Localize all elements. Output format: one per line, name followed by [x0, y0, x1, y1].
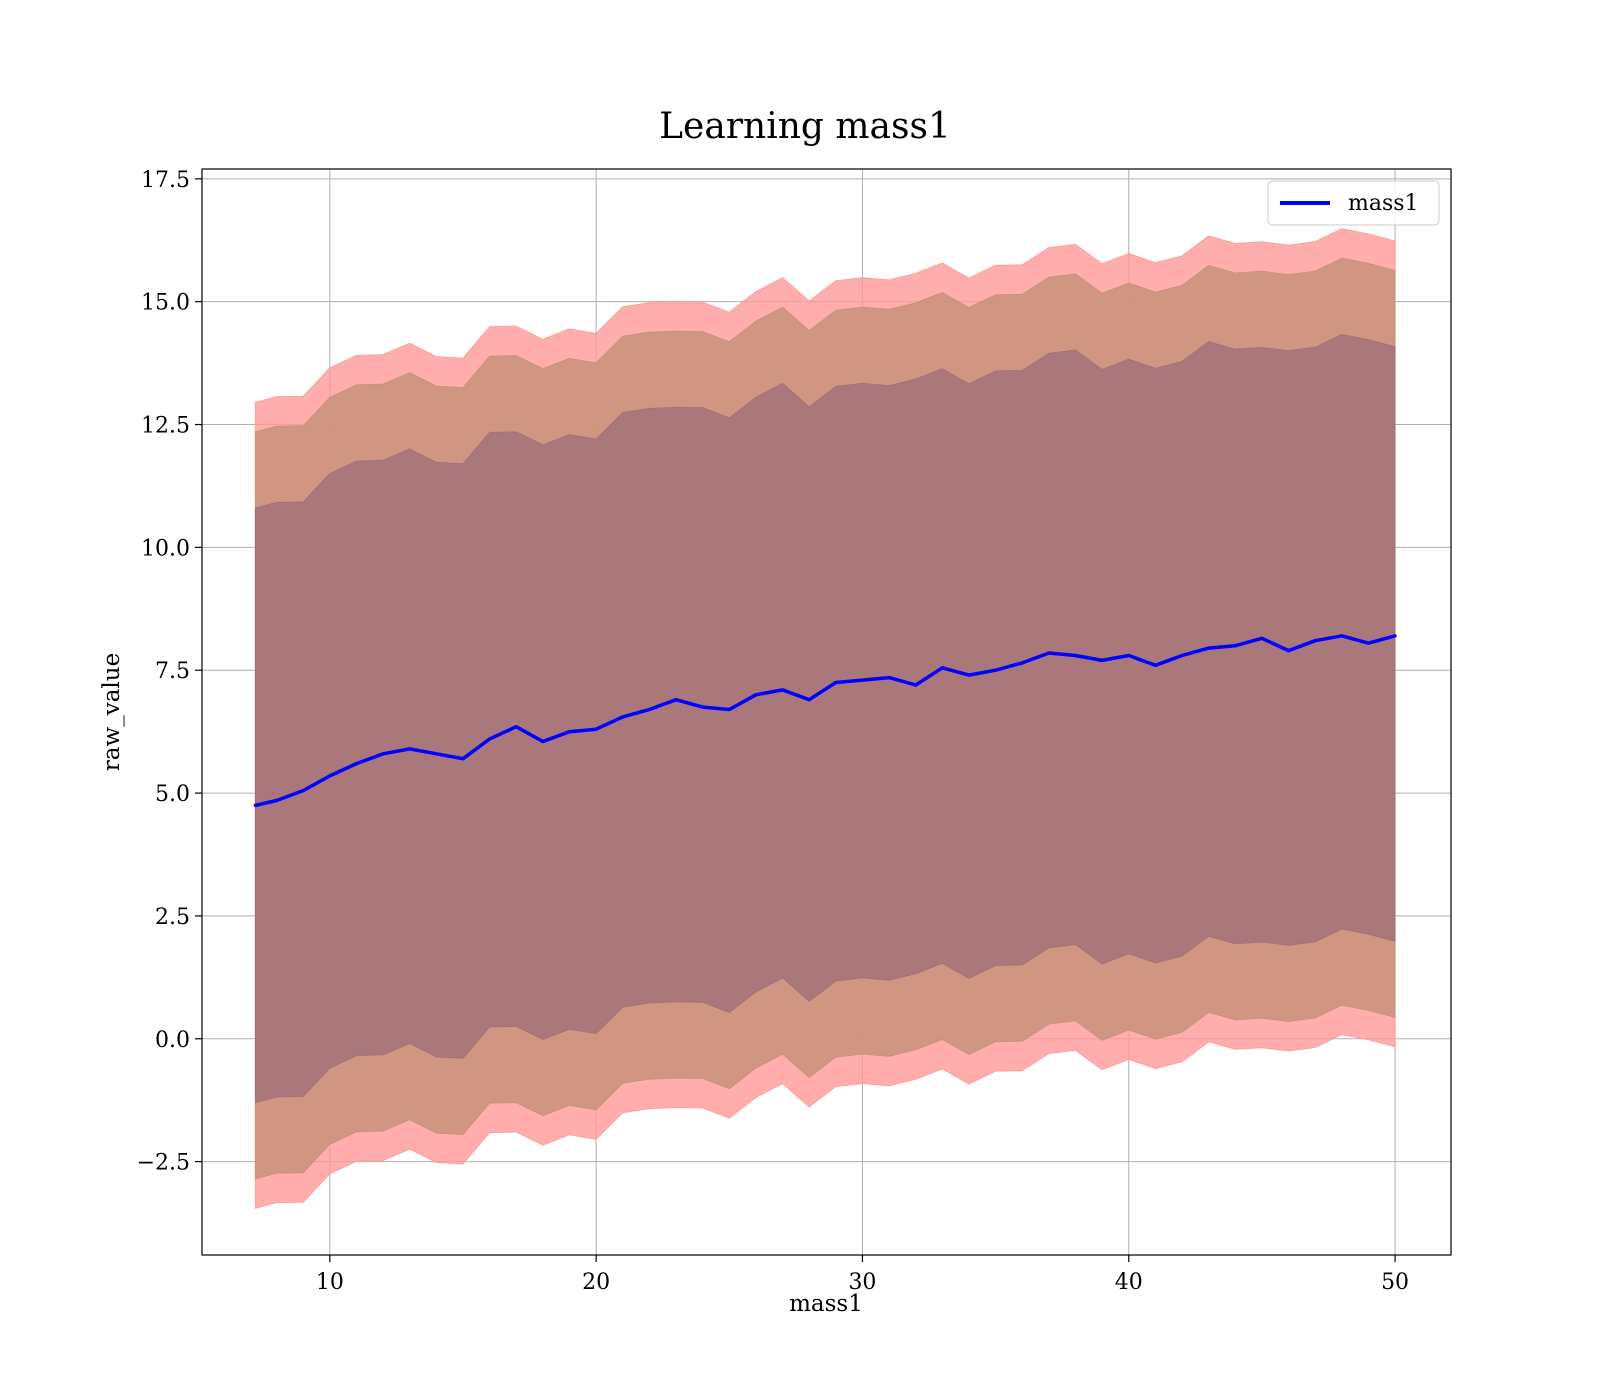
data-point — [434, 752, 438, 756]
data-point — [354, 761, 359, 766]
data-point — [1153, 663, 1157, 667]
data-point — [1286, 648, 1291, 653]
data-point — [1047, 651, 1051, 655]
data-point — [860, 678, 865, 682]
data-point — [994, 668, 998, 672]
data-point — [1366, 641, 1371, 645]
data-point — [1020, 661, 1024, 665]
x-tick-label: 20 — [582, 1270, 610, 1295]
data-point — [1340, 634, 1344, 638]
band-inner — [254, 333, 1396, 1104]
data-point — [727, 707, 731, 712]
x-tick-label: 40 — [1115, 1270, 1143, 1295]
data-point — [567, 730, 572, 734]
data-point — [834, 680, 838, 685]
data-point — [1100, 658, 1104, 663]
y-tick-label: 12.5 — [141, 414, 190, 439]
y-axis-ticks: −2.5 0.0 2.5 5.0 7.5 10.0 12.5 15.0 17.5 — [137, 168, 202, 1176]
data-point — [621, 715, 625, 719]
data-point — [1073, 653, 1078, 658]
data-point — [701, 705, 705, 709]
data-point — [967, 673, 971, 677]
series-lines — [253, 634, 1397, 808]
x-tick-label: 50 — [1381, 1270, 1409, 1295]
x-axis-label: mass1 — [789, 1291, 863, 1317]
data-point — [1260, 636, 1264, 640]
data-point — [514, 725, 518, 729]
data-point — [647, 707, 652, 712]
x-tick-label: 10 — [316, 1270, 344, 1295]
data-point — [541, 739, 545, 744]
data-point — [754, 693, 758, 697]
x-axis-ticks: 10 20 30 40 50 — [316, 1255, 1409, 1295]
y-axis-label: raw_value — [99, 653, 125, 771]
data-point — [301, 789, 305, 793]
data-point — [488, 737, 492, 741]
data-point — [274, 798, 279, 803]
legend-label: mass1 — [1348, 191, 1419, 216]
data-point — [594, 727, 598, 731]
legend: mass1 — [1267, 180, 1440, 226]
data-point — [253, 803, 257, 807]
series-line-mass1 — [254, 634, 1396, 808]
data-point — [887, 676, 891, 680]
data-point — [1233, 644, 1237, 648]
y-tick-label: 10.0 — [141, 536, 190, 561]
x-tick-label: 30 — [848, 1270, 876, 1295]
y-tick-label: −2.5 — [137, 1151, 190, 1176]
y-tick-label: 2.5 — [155, 905, 190, 930]
y-tick-label: 15.0 — [141, 291, 190, 316]
confidence-bands — [254, 228, 1396, 1209]
legend-box — [1267, 180, 1440, 226]
data-point — [780, 688, 785, 692]
data-point — [1313, 639, 1317, 643]
data-point — [1127, 653, 1131, 658]
y-tick-label: 17.5 — [141, 168, 190, 193]
y-tick-label: 0.0 — [155, 1028, 190, 1053]
data-point — [940, 666, 944, 670]
data-point — [1393, 634, 1397, 638]
y-tick-label: 7.5 — [155, 659, 190, 684]
data-point — [461, 757, 465, 761]
plot-frame — [201, 168, 1452, 1256]
chart-title: Learning mass1 — [659, 106, 951, 147]
data-point — [1207, 646, 1211, 650]
data-point — [381, 752, 385, 756]
data-point — [914, 683, 918, 687]
data-point — [408, 747, 412, 751]
y-tick-label: 5.0 — [155, 782, 190, 807]
data-point — [1180, 653, 1184, 658]
data-point — [328, 774, 332, 778]
data-point — [807, 698, 811, 702]
data-point — [674, 698, 678, 702]
